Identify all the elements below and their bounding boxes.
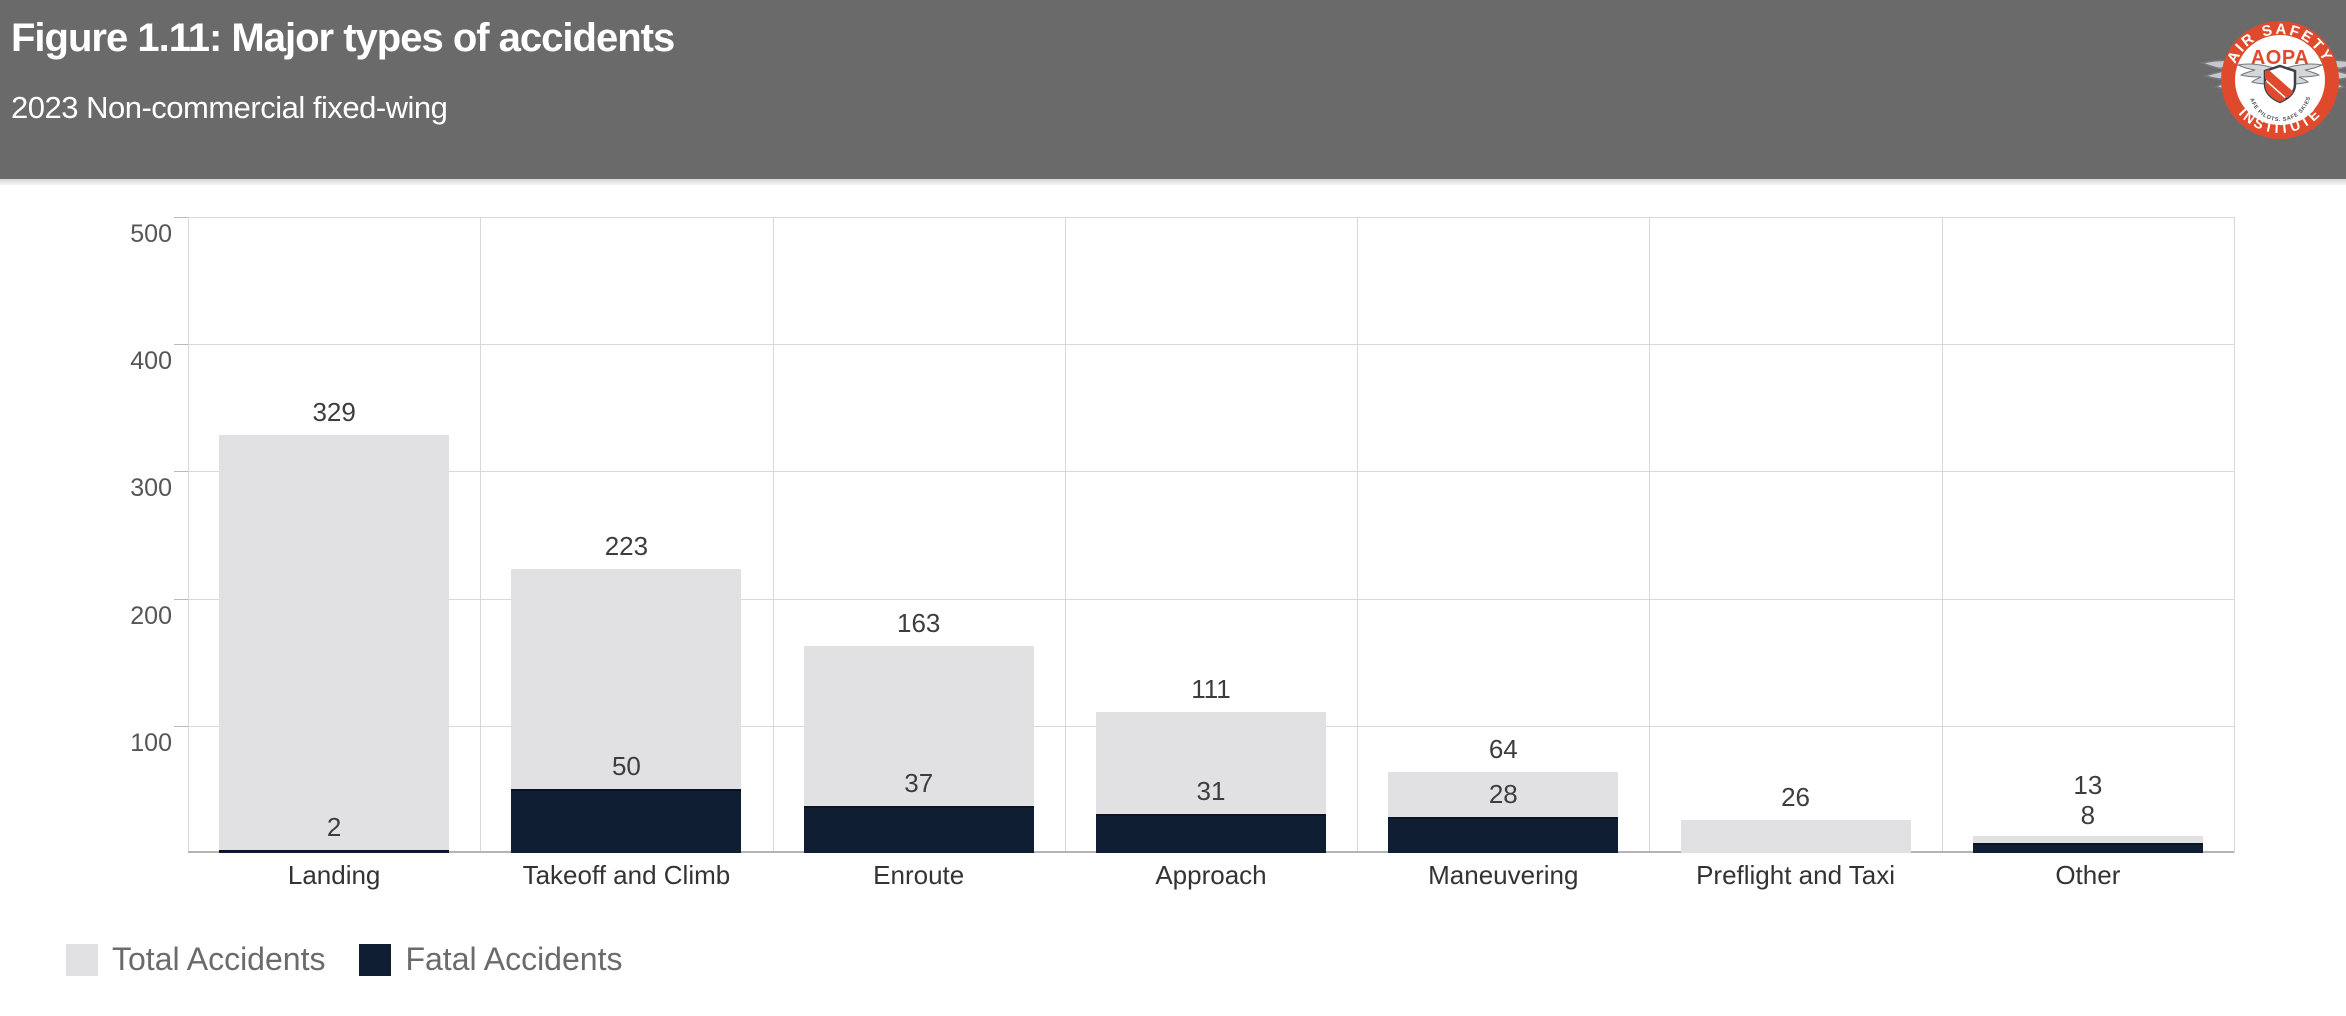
bar-fatal-1 (511, 789, 742, 853)
y-axis-label: 400 (130, 347, 172, 376)
category-label-0: Landing (287, 860, 381, 890)
value-label-fatal-6: 8 (2080, 800, 2096, 831)
chart-legend: Total Accidents Fatal Accidents (66, 941, 622, 978)
gridline-x (1941, 217, 1943, 853)
y-axis-tick (174, 217, 188, 218)
bar-total-5 (1680, 819, 1911, 853)
legend-label: Fatal Accidents (405, 941, 623, 977)
y-axis-tick (174, 344, 188, 346)
y-axis-label: 200 (130, 601, 172, 630)
value-label-total-0: 329 (312, 396, 356, 427)
gridline-x (188, 217, 189, 853)
air-safety-institute-logo: AIR SAFETY INSTITUTE AOPA SAFE PILOTS. S… (2200, 4, 2346, 139)
value-label-total-6: 13 (2073, 770, 2103, 801)
category-label-3: Approach (1155, 860, 1267, 890)
category-label-4: Maneuvering (1428, 860, 1579, 890)
logo-shield (2263, 64, 2297, 104)
value-label-total-3: 111 (1191, 673, 1231, 704)
legend-swatch (66, 943, 98, 976)
gridline-x (1649, 217, 1651, 853)
category-label-2: Enroute (873, 860, 965, 890)
gridline-x (480, 217, 482, 853)
y-axis-label: 100 (130, 728, 172, 757)
category-label-6: Other (2055, 860, 2121, 890)
value-label-fatal-0: 2 (326, 812, 342, 843)
y-axis-tick (174, 471, 188, 473)
legend-item-total-accidents[interactable]: Total Accidents (66, 941, 325, 978)
gridline-y (188, 344, 2234, 346)
figure-header: Figure 1.11: Major types of accidents 20… (0, 0, 2346, 179)
y-axis-label: 500 (130, 220, 172, 248)
legend-label: Total Accidents (112, 941, 326, 977)
value-label-fatal-1: 50 (611, 751, 641, 782)
y-axis-tick (174, 725, 188, 727)
value-label-fatal-2: 37 (904, 767, 934, 798)
category-label-5: Preflight and Taxi (1696, 860, 1896, 890)
header-shadow (0, 179, 2346, 185)
y-axis-label: 300 (130, 474, 172, 503)
bar-fatal-2 (803, 805, 1034, 853)
y-axis-tick (174, 598, 188, 600)
bar-fatal-6 (1972, 842, 2203, 853)
figure-subtitle: 2023 Non-commercial fixed-wing (11, 90, 448, 125)
gridline-x (1357, 217, 1359, 853)
value-label-total-1: 223 (604, 531, 649, 562)
gridline-y (188, 471, 2234, 473)
value-label-total-5: 26 (1781, 781, 1811, 812)
bar-fatal-0 (219, 850, 450, 853)
accidents-bar-chart: 329 2 223 50 163 37 111 31 64 28 26 13 8 100 200 300 40… (0, 185, 2346, 1016)
value-label-fatal-4: 28 (1488, 779, 1518, 810)
gridline-x (2234, 217, 2235, 853)
figure-title: Figure 1.11: Major types of accidents (11, 16, 675, 60)
logo-aopa-text: AOPA (2251, 47, 2309, 69)
bar-total-0 (219, 434, 450, 853)
value-label-total-2: 163 (897, 607, 941, 638)
bar-fatal-3 (1096, 813, 1326, 853)
bar-fatal-4 (1388, 817, 1619, 853)
value-label-total-4: 64 (1488, 733, 1518, 764)
gridline-y (188, 598, 2234, 600)
value-label-fatal-3: 31 (1196, 775, 1226, 806)
legend-swatch (359, 943, 392, 976)
gridline-x (1064, 217, 1066, 853)
plot-area: 329 2 223 50 163 37 111 31 64 28 26 13 8 (188, 217, 2235, 853)
gridline-y (188, 217, 2234, 218)
gridline-x (772, 217, 774, 853)
category-label-1: Takeoff and Climb (522, 860, 731, 890)
legend-item-fatal-accidents[interactable]: Fatal Accidents (359, 941, 622, 978)
